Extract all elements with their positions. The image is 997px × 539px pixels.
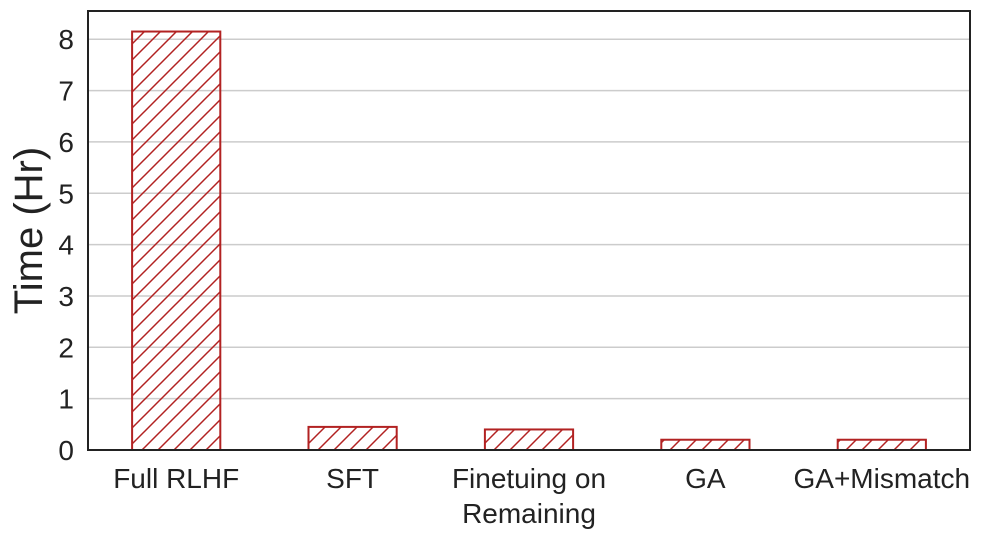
y-tick-label: 1 — [58, 384, 74, 415]
bar-0 — [131, 30, 222, 451]
x-tick-label: GA — [685, 463, 726, 494]
y-tick-label: 3 — [58, 281, 74, 312]
bar-3 — [660, 438, 751, 451]
y-tick-label: 6 — [58, 127, 74, 158]
bar-1 — [307, 425, 398, 452]
bar-4 — [836, 438, 927, 451]
x-tick-label: SFT — [326, 463, 379, 494]
y-tick-label: 5 — [58, 178, 74, 209]
plot-frame — [87, 10, 971, 451]
y-tick-label: 2 — [58, 332, 74, 363]
y-axis-ticks: 0 1 2 3 4 5 6 7 8 — [58, 24, 74, 466]
y-axis-label: Time (Hr) — [7, 147, 51, 314]
x-tick-label: GA+Mismatch — [793, 463, 970, 494]
y-tick-label: 0 — [58, 435, 74, 466]
x-tick-label: Finetuing on Remaining — [452, 463, 606, 529]
x-axis-ticks: Full RLHF SFT Finetuing on Remaining GA GA+Mi… — [113, 463, 970, 529]
y-tick-label: 7 — [58, 76, 74, 107]
y-tick-label: 4 — [58, 230, 74, 261]
bars — [131, 30, 927, 452]
x-tick-label: Full RLHF — [113, 463, 239, 494]
y-tick-label: 8 — [58, 24, 74, 55]
bar-2 — [483, 428, 575, 451]
gridlines — [88, 38, 970, 400]
